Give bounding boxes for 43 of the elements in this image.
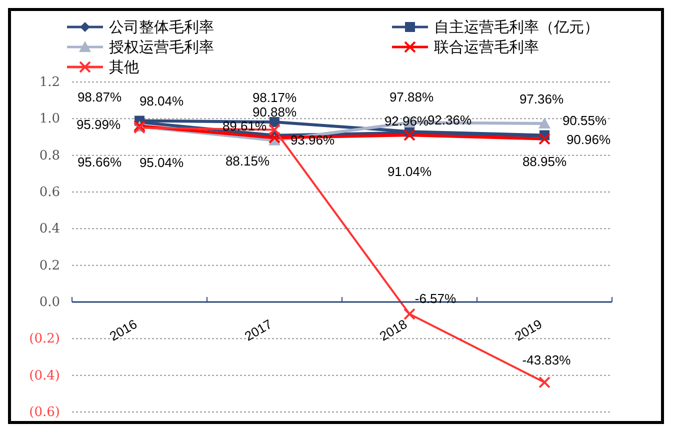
data-label: 97.88% [389,90,434,105]
data-label: 98.87% [77,90,122,105]
legend-label: 联合运营毛利率 [434,38,539,56]
data-label: 95.04% [139,154,184,170]
data-label: 90.55% [562,112,607,128]
data-label: 98.17% [252,90,297,106]
data-label: 97.36% [519,92,564,107]
point [404,308,416,320]
point [404,129,416,142]
data-label: -43.83% [522,352,572,368]
y-tick-label: 0.8 [39,148,60,164]
x-tick-label: 2018 [376,316,410,344]
y-tick-label: (0.4) [29,368,60,384]
legend-label: 自主运营毛利率（亿元） [434,18,599,36]
y-tick-label: (0.6) [29,405,60,420]
data-label: 88.15% [225,153,270,168]
data-label: 98.04% [139,93,184,108]
y-tick-label: (0.2) [29,332,60,347]
data-label: 91.04% [387,164,432,180]
y-tick-label: 0.4 [39,222,60,237]
y-tick-label: 1.2 [39,75,60,90]
x-tick-label: 2017 [242,316,275,344]
data-label: 90.96% [566,132,611,148]
y-tick-label: 0.6 [39,185,60,200]
x-tick-label: 2019 [512,316,545,344]
data-label: 95.99% [76,117,121,132]
point [268,132,280,144]
point [268,124,280,136]
x-tick-label: 2016 [106,316,140,344]
legend-label: 其他 [109,58,139,76]
data-label: 88.95% [522,154,567,169]
data-label: 90.88% [252,104,297,120]
y-tick-label: 0.0 [39,295,60,310]
data-label: 95.66% [77,154,122,170]
y-tick-label: 1.0 [39,112,60,127]
point [538,132,550,145]
data-label: 92.96% [384,114,429,129]
point [538,376,550,388]
y-tick-label: 0.2 [39,258,60,274]
legend-label: 公司整体毛利率 [109,18,214,36]
point [538,118,550,129]
legend-label: 授权运营毛利率 [109,38,214,56]
data-label: 92.36% [427,112,472,128]
